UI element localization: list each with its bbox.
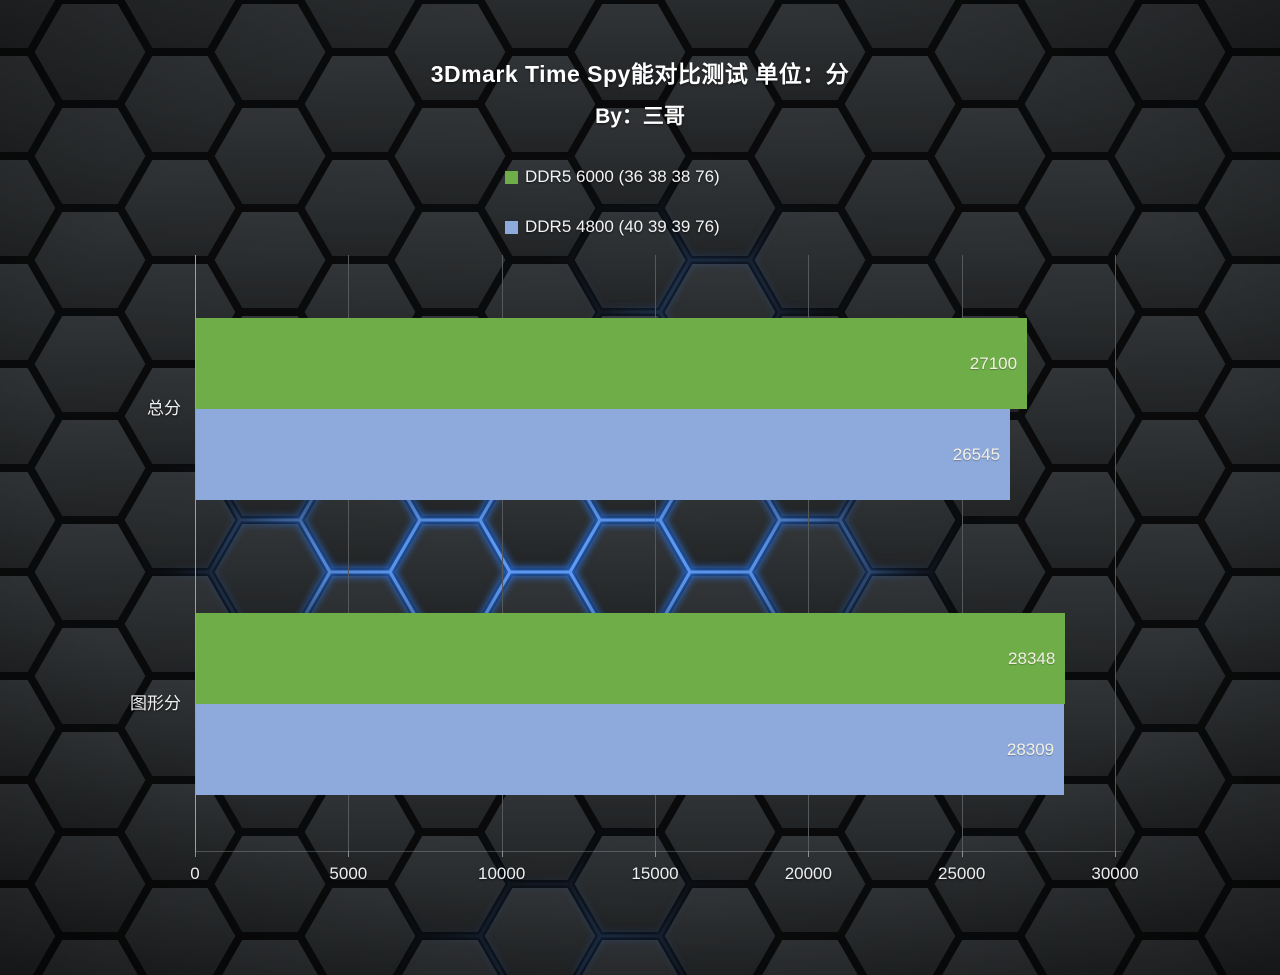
x-tick-label: 25000 [938,864,986,883]
legend-swatch-green [505,170,518,184]
axis-tick [501,851,503,857]
gridline [655,255,656,851]
chart-subtitle: By：三哥 [595,105,685,128]
axis-tick [1115,851,1116,857]
category-label: 图形分 [130,694,181,713]
legend-item-ddr5-6000: DDR5 6000 (36 38 38 76) [505,165,720,189]
gridline [1115,255,1116,851]
chart-title: 3Dmark Time Spy能对比测试 单位：分 [430,61,850,87]
legend-item-ddr5-4800: DDR5 4800 (40 39 39 76) [505,215,720,239]
category-label: 总分 [147,399,181,418]
legend-label: DDR5 6000 (36 38 38 76) [525,167,720,186]
axis-tick [655,851,656,857]
bar-series2-1: 26545 [196,409,1011,500]
bar-value-label: 27100 [969,353,1018,373]
gridline [808,255,810,851]
bar-value-label: 26545 [952,444,1001,464]
gridline [348,255,350,851]
axis-tick [808,851,810,857]
axis-tick [195,851,196,857]
legend-swatch-blue [505,220,518,234]
legend-label: DDR5 4800 (40 39 39 76) [525,217,720,236]
gridline [961,255,963,851]
legend: DDR5 6000 (36 38 38 76) DDR5 4800 (40 39… [505,165,720,265]
bar-series1-2: 28348 [196,613,1066,704]
bar-series1-1: 27100 [196,318,1028,409]
x-tick-label: 15000 [631,864,679,883]
x-axis-line [195,851,1121,852]
axis-tick [348,851,350,857]
y-axis-line [195,255,196,851]
bar-value-label: 28348 [1008,648,1056,668]
x-tick-label: 30000 [1091,864,1139,883]
x-tick-label: 5000 [329,864,368,883]
bar-series2-2: 28309 [196,704,1065,795]
gridline [501,255,503,851]
axis-tick [961,851,963,857]
x-tick-label: 20000 [784,864,832,883]
x-tick-label: 0 [190,864,200,883]
bar-value-label: 28309 [1006,739,1055,759]
x-tick-label: 10000 [478,864,526,883]
